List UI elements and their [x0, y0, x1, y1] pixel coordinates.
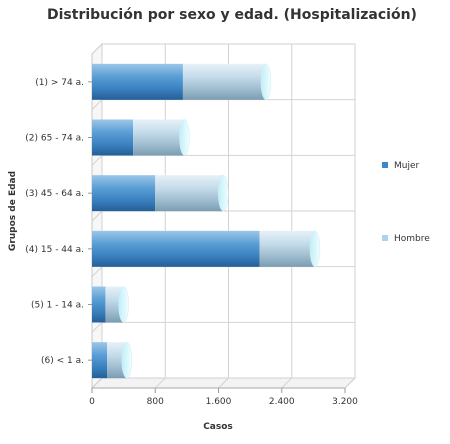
legend-label-hombre: Hombre	[394, 234, 430, 244]
bar-end-cap	[121, 341, 133, 379]
y-tick-label: (4) 15 - 44 a.	[25, 245, 84, 255]
plot-area: 0 800 1.600 2.400 3.200 (1) > 74 a. (2) 65 - …	[25, 42, 358, 407]
bar-end-cap	[118, 286, 129, 323]
y-tick-label: (3) 45 - 64 a.	[25, 189, 84, 199]
x-tick-label: 0	[89, 397, 95, 407]
y-tick-label: (6) < 1 a.	[41, 356, 84, 366]
bar-end-cap	[260, 63, 272, 101]
x-tick-label: 2.400	[269, 397, 295, 407]
legend-label-mujer: Mujer	[394, 161, 420, 171]
legend-swatch-mujer	[382, 162, 388, 168]
x-tick-label: 800	[147, 397, 164, 407]
legend-swatch-hombre	[382, 235, 388, 241]
y-axis-title: Grupos de Edad	[8, 171, 18, 251]
legend: Mujer Hombre	[382, 161, 430, 244]
bar-mujer	[92, 119, 134, 156]
bar-hombre	[259, 230, 315, 267]
x-axis-ticks: 0 800 1.600 2.400 3.200	[89, 387, 358, 407]
x-tick-label: 1.600	[206, 397, 232, 407]
bar-mujer	[92, 63, 183, 100]
y-tick-label: (2) 65 - 74 a.	[25, 134, 84, 144]
x-tick-label: 3.200	[332, 397, 358, 407]
y-tick-label: (1) > 74 a.	[35, 78, 84, 88]
bar-end-cap	[309, 230, 321, 268]
bars	[92, 63, 321, 379]
y-tick-label: (5) 1 - 14 a.	[31, 301, 84, 311]
bar-mujer	[92, 230, 260, 267]
bar-hombre	[155, 175, 224, 212]
bar-end-cap	[217, 174, 229, 212]
chart-title: Distribución por sexo y edad. (Hospitali…	[47, 7, 417, 23]
bar-hombre	[133, 119, 185, 156]
bar-end-cap	[179, 119, 190, 156]
grid-line-y	[91, 43, 355, 55]
bar-mujer	[92, 175, 156, 212]
bar-hombre	[182, 63, 266, 100]
bar-hombre	[107, 342, 127, 379]
bar-mujer	[92, 342, 108, 379]
bar-mujer	[92, 286, 106, 323]
y-axis-ticks: (1) > 74 a. (2) 65 - 74 a. (3) 45 - 64 a. (…	[25, 78, 92, 366]
x-axis-title: Casos	[203, 422, 233, 432]
